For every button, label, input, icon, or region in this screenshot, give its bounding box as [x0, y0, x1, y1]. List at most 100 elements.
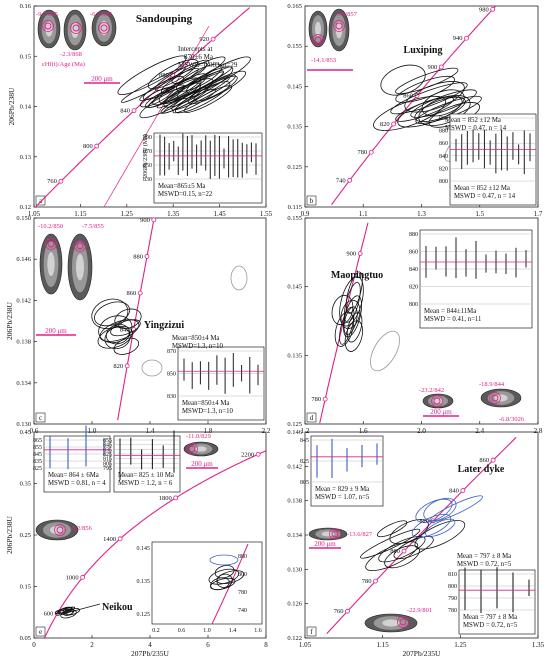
- zircon-zone: [335, 21, 343, 39]
- inset-frame: [153, 132, 263, 204]
- y-tick-label: 0.13: [20, 154, 31, 161]
- zircon-zone: [195, 446, 207, 452]
- y-tick-label: 0.45: [20, 429, 31, 436]
- zoom-x-tick-label: 1.6: [254, 628, 262, 634]
- hf-age-label: -22.9/801: [407, 607, 432, 614]
- inset-mean-text-top: MSWD = 0.72, n=5: [457, 561, 512, 568]
- panel-letter: e: [39, 628, 42, 636]
- y-tick-label: 0.122: [287, 635, 302, 642]
- error-ellipse: [171, 74, 236, 111]
- concordia-age-label: 1800: [159, 495, 172, 502]
- inset-mean-text-top: Mean = 852 ±12 Ma: [445, 117, 501, 124]
- x-tick-label: 1.8: [204, 427, 213, 435]
- x-tick-label: 1.55: [260, 210, 273, 218]
- error-ellipse: [113, 337, 140, 355]
- concordia-age-label: 800: [390, 548, 400, 555]
- blue-ellipse: [428, 495, 483, 523]
- inset-tick-label: 820: [439, 166, 448, 172]
- concordia-age-label: 840: [449, 488, 459, 495]
- inset-tick-label: 800: [409, 302, 418, 308]
- zircon-zone: [76, 253, 84, 281]
- panel-title: Later dyke: [458, 464, 505, 475]
- zircon-zone: [100, 20, 108, 36]
- concordia-age-marker: [131, 108, 137, 114]
- x-tick-label: 1.45: [213, 210, 226, 218]
- y-tick-label: 0.142: [287, 463, 302, 470]
- hf-spot: [397, 616, 409, 628]
- inset-tick-label: 840: [439, 154, 448, 160]
- y-tick-label: 0.138: [16, 339, 31, 346]
- concordia-age-marker: [345, 608, 350, 614]
- analysis-spot: [72, 24, 80, 32]
- x-tick-label: 8: [264, 641, 268, 649]
- zoom-inset-frame: [151, 541, 263, 625]
- inset-tick-label: 865: [33, 438, 42, 444]
- inset-mean-text: Mean=865±5 Ma: [158, 183, 205, 190]
- hf-age-label: -13.6/827: [347, 531, 373, 538]
- x-tick-label: 1.05: [299, 641, 312, 649]
- chart-panel-c: 0.6 1.0 1.4 1.8 2.2 0.130 0.134 0.138 0.142 0.146…: [5, 215, 271, 435]
- y-tick-label: 0.130: [16, 421, 31, 428]
- hf-spot: [431, 395, 443, 407]
- y-tick-label: 0.142: [16, 297, 31, 304]
- hf-spot: [489, 392, 501, 404]
- zircon-zone: [382, 619, 400, 627]
- inset-mean-text: Mean = 852 ±12 Ma: [454, 185, 510, 192]
- concordia-age-label: 800: [83, 143, 93, 150]
- x-tick-label: 1.35: [532, 641, 545, 649]
- y-tick-label: 0.16: [20, 3, 32, 10]
- zircon-zone: [321, 531, 335, 537]
- error-ellipse: [171, 62, 208, 84]
- scale-bar-label: 200 μm: [191, 460, 213, 468]
- inset-mean-text: MSWD = 1.2, n = 6: [118, 480, 173, 487]
- error-ellipse: [380, 64, 426, 96]
- error-ellipse: [139, 68, 199, 102]
- inset-mean-text: MSWD = 0.41, n=11: [424, 316, 481, 323]
- inset-tick-label: 850: [167, 372, 176, 378]
- hf-legend: εHf(t)/Age (Ma): [42, 61, 85, 68]
- zoom-y-tick-label: 0.145: [137, 546, 151, 552]
- x-tick-label: 4: [148, 641, 152, 649]
- concordia-age-marker: [357, 251, 363, 256]
- concordia-age-marker: [490, 6, 496, 12]
- chart-panel-d: 1.2 1.6 2.0 2.4 2.8 0.125 0.135 0.145 0.155 d 780 9…: [287, 215, 543, 435]
- concordia-age-marker: [124, 363, 130, 369]
- y-tick-label: 0.134: [287, 532, 302, 539]
- concordia-age-label: 820: [419, 518, 429, 525]
- concordia-age-label: 2200: [241, 451, 254, 458]
- inset-mean-text-top: MSWD = 0.47, n = 14: [445, 125, 507, 132]
- y-tick-label: 0.130: [287, 566, 302, 573]
- concordia-age-label: 600: [44, 611, 54, 618]
- concordia-age-marker: [438, 64, 444, 70]
- concordia-age-label: 940: [453, 35, 463, 42]
- inset-tick-label: 845: [33, 452, 42, 458]
- analysis-spot: [44, 22, 52, 30]
- error-ellipse: [105, 324, 131, 345]
- zoom-age-label: 800: [238, 572, 247, 578]
- concordia-age-label: 900: [140, 217, 150, 224]
- inset-tick-label: 900: [439, 116, 448, 122]
- hf-age-label: -23.2/842: [419, 387, 444, 394]
- error-ellipse: [99, 319, 140, 342]
- hf-spot: [312, 34, 324, 46]
- scale-bar-label: 200 μm: [45, 327, 67, 335]
- x-tick-label: 6: [206, 641, 210, 649]
- concordia-age-label: 900: [346, 251, 356, 258]
- hf-age-label: -6.8/3026: [499, 416, 525, 423]
- zircon-zone: [433, 398, 443, 404]
- inset-mean-text: Mean = 844±11Ma: [424, 308, 476, 315]
- x-tick-label: 1.15: [74, 210, 87, 218]
- analysis-spot: [76, 242, 84, 250]
- inset-tick-label: 825: [300, 459, 309, 465]
- y-tick-label: 0.150: [16, 215, 31, 222]
- concordia-age-label: 920: [199, 36, 209, 43]
- error-ellipse: [147, 59, 198, 90]
- inset-tick-label: 830: [167, 394, 176, 400]
- error-ellipse: [378, 535, 426, 563]
- concordia-age-label: 760: [334, 608, 344, 615]
- error-ellipse: [210, 577, 230, 591]
- intercept-text: MSWD=0.083, n=29: [178, 61, 238, 69]
- concordia-age-label: 860: [479, 457, 489, 464]
- x-tick-label: 2: [90, 641, 94, 649]
